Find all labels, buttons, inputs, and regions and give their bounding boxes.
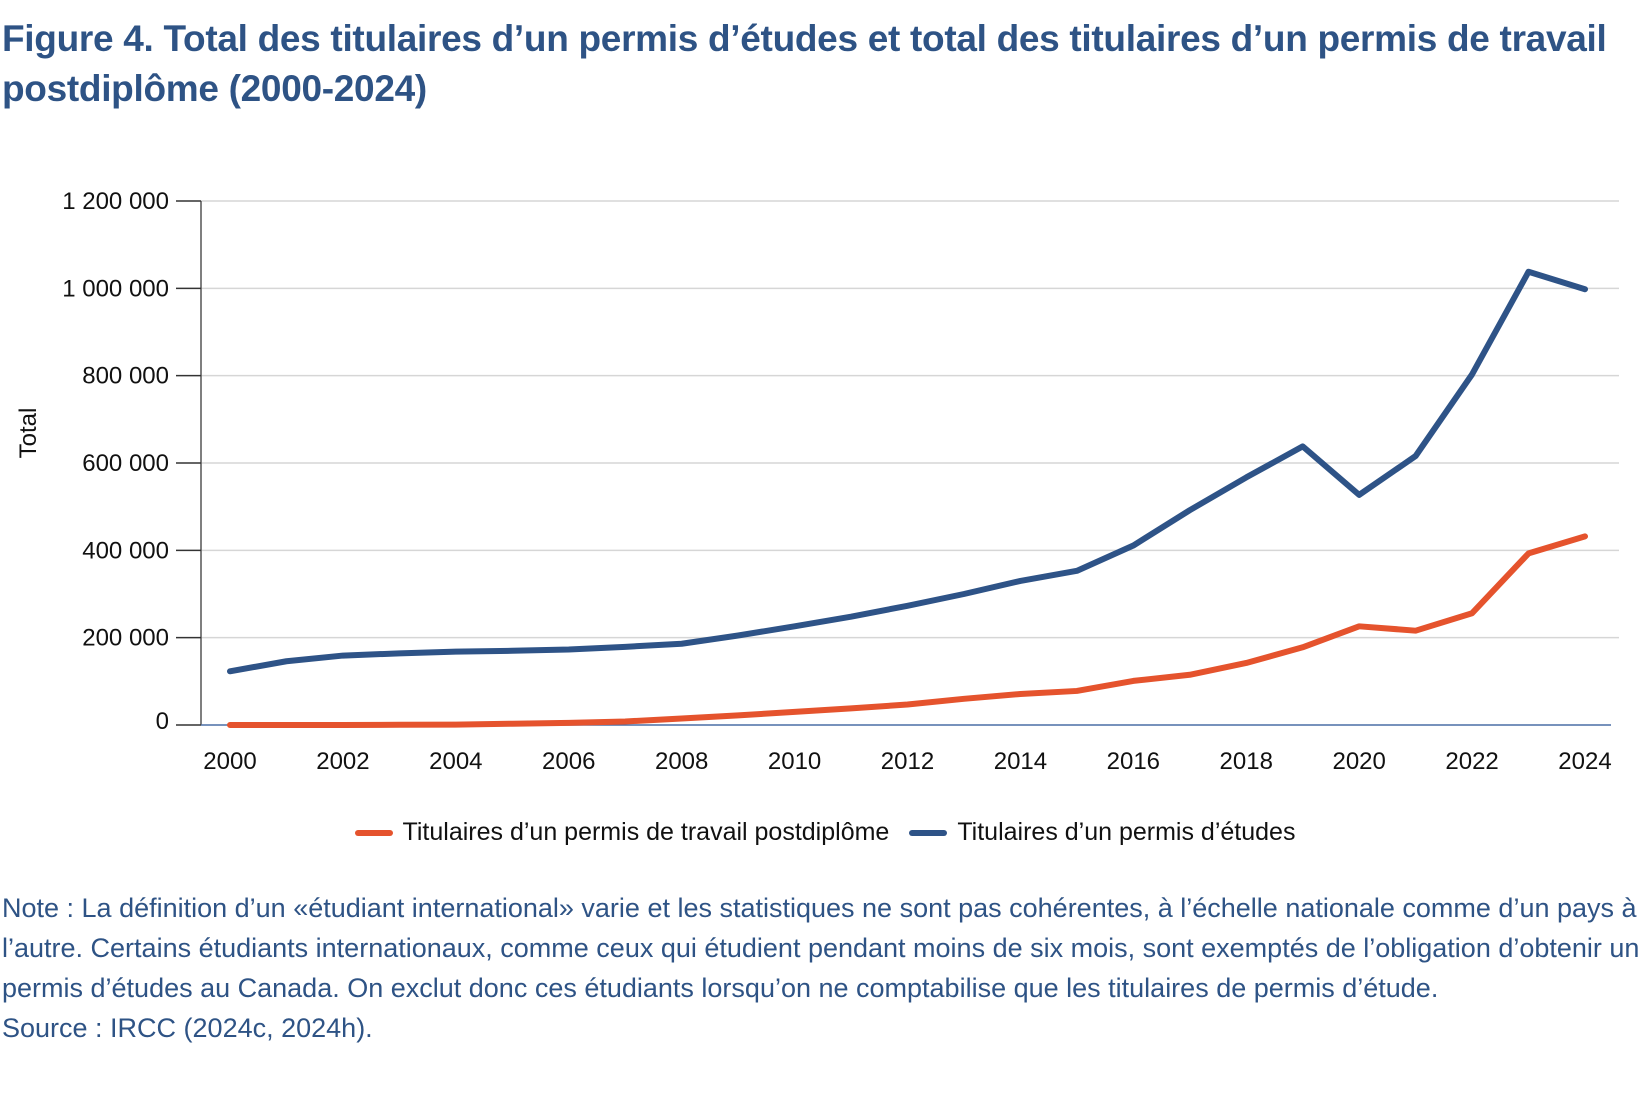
legend-swatch-pgwp: [354, 829, 393, 836]
y-axis-label: Total: [15, 408, 42, 459]
y-tick-label: 800 000: [82, 363, 169, 390]
legend-swatch-study: [909, 829, 948, 836]
x-tick-label: 2014: [994, 748, 1047, 775]
note-text: Note : La définition d’un «étudiant inte…: [2, 893, 1640, 1003]
legend-item-study: Titulaires d’un permis d’études: [909, 818, 1295, 847]
x-tick-label: 2012: [881, 748, 934, 775]
notes: Note : La définition d’un «étudiant inte…: [2, 888, 1648, 1048]
legend: Titulaires d’un permis de travail postdi…: [0, 818, 1650, 847]
legend-label-pgwp: Titulaires d’un permis de travail postdi…: [402, 818, 890, 846]
x-tick-label: 2022: [1445, 748, 1498, 775]
figure-title: Figure 4. Total des titulaires d’un perm…: [2, 18, 1607, 109]
x-tick-label: 2020: [1332, 748, 1385, 775]
y-tick-label: 400 000: [82, 537, 169, 564]
x-tick-label: 2018: [1220, 748, 1273, 775]
x-tick-label: 2000: [203, 748, 256, 775]
y-tick-label: 0: [156, 708, 169, 735]
y-tick-label: 1 000 000: [62, 275, 169, 302]
y-tick-label: 200 000: [82, 625, 169, 652]
legend-item-pgwp: Titulaires d’un permis de travail postdi…: [354, 818, 890, 847]
series-line-pgwp: [227, 533, 1588, 728]
series-line-study: [227, 268, 1588, 675]
x-tick-label: 2010: [768, 748, 821, 775]
x-tick-label: 2002: [316, 748, 369, 775]
x-tick-label: 2004: [429, 748, 482, 775]
x-tick-label: 2006: [542, 748, 595, 775]
legend-label-study: Titulaires d’un permis d’études: [957, 818, 1296, 846]
source-text: Source : IRCC (2024c, 2024h).: [2, 1013, 373, 1043]
y-tick-label: 1 200 000: [62, 188, 169, 215]
x-tick-label: 2008: [655, 748, 708, 775]
x-tick-label: 2016: [1107, 748, 1160, 775]
line-chart: 0 200 000 400 000 600 000 800 000 1 000 000 1 …: [15, 188, 1619, 775]
y-tick-label: 600 000: [82, 450, 169, 477]
x-tick-label: 2024: [1558, 748, 1611, 775]
